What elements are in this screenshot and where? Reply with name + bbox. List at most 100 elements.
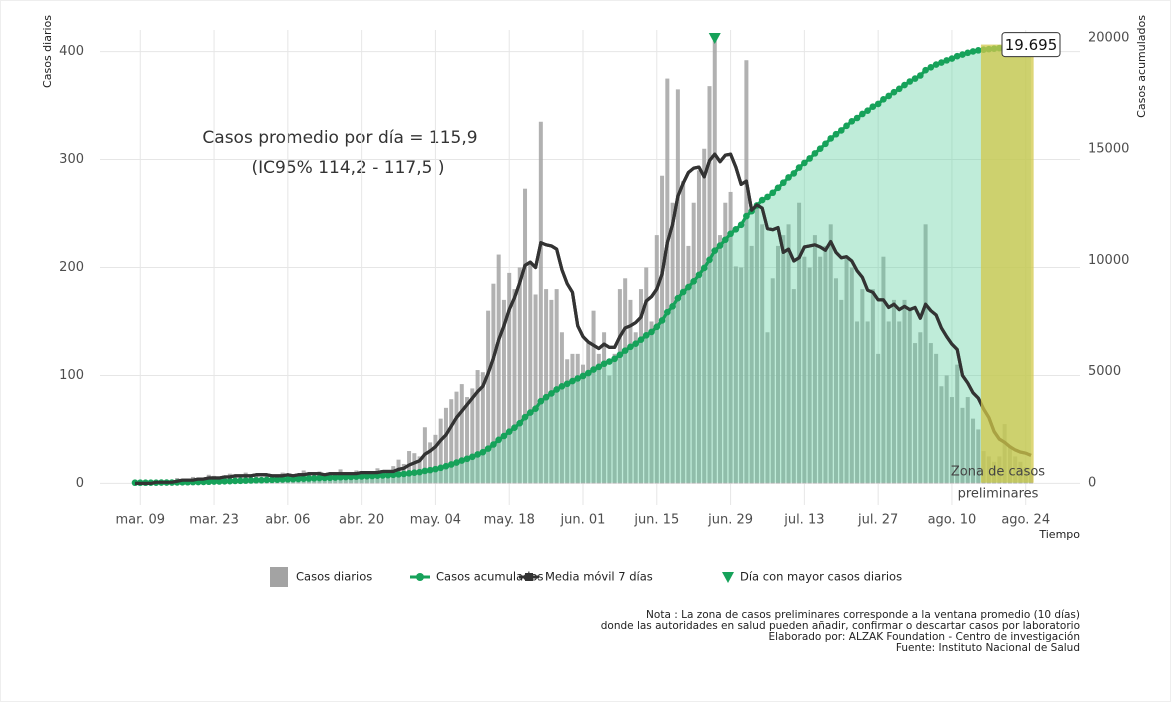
bar: [385, 473, 390, 484]
point: [600, 360, 608, 368]
point: [258, 476, 265, 484]
point: [469, 453, 476, 461]
bar: [928, 343, 933, 484]
bar: [781, 235, 786, 484]
bar: [718, 235, 723, 484]
point: [874, 100, 882, 108]
bar: [523, 188, 528, 484]
point: [490, 441, 497, 448]
y-tick-label: 100: [59, 368, 84, 383]
point: [648, 328, 655, 336]
point: [216, 478, 223, 485]
point: [953, 52, 961, 60]
peak-marker: [722, 572, 734, 583]
point: [326, 474, 334, 482]
point: [774, 184, 782, 192]
point: [927, 63, 935, 71]
bar: [812, 235, 817, 484]
point: [737, 221, 745, 229]
bar: [575, 353, 580, 484]
bar: [754, 202, 759, 484]
point: [711, 247, 719, 254]
x-tick-label: may. 18: [484, 513, 535, 528]
legend-label: Media móvil 7 días: [545, 570, 653, 584]
point: [379, 472, 387, 479]
bar: [865, 321, 870, 484]
bar: [512, 289, 517, 484]
note: Nota : La zona de casos preliminares cor…: [646, 609, 1080, 621]
bar: [528, 262, 533, 484]
point: [505, 428, 513, 435]
y2-tick-label: 15000: [1088, 142, 1129, 157]
x-tick-label: may. 04: [410, 513, 461, 528]
bar: [902, 299, 907, 484]
bar: [797, 202, 802, 484]
preliminary-zone: [980, 44, 1034, 483]
point: [526, 409, 534, 416]
point: [247, 477, 255, 484]
bar: [491, 283, 496, 484]
cumulative-area: [135, 44, 1031, 483]
point: [310, 475, 318, 482]
point: [548, 390, 555, 397]
point: [221, 478, 228, 485]
bar: [486, 310, 491, 484]
point: [289, 475, 297, 483]
bar: [907, 310, 912, 484]
bar: [791, 289, 796, 484]
point: [511, 424, 518, 431]
point: [716, 242, 724, 249]
y-tick-label: 200: [59, 260, 84, 275]
point: [732, 225, 740, 233]
y2-tick-label: 0: [1088, 475, 1096, 490]
point: [606, 358, 613, 365]
legend-swatch: [525, 573, 533, 581]
point: [959, 51, 966, 58]
point: [389, 471, 397, 479]
bar: [965, 397, 970, 484]
point: [901, 81, 908, 89]
point: [453, 459, 460, 466]
x-tick-label: abr. 06: [265, 513, 310, 528]
bar: [428, 442, 433, 484]
bar: [934, 353, 939, 484]
bar: [612, 353, 617, 484]
point: [537, 397, 545, 405]
point: [316, 474, 323, 482]
point: [268, 476, 276, 484]
point: [880, 96, 887, 103]
point: [263, 476, 271, 484]
bar: [881, 256, 886, 484]
bar: [633, 332, 638, 484]
bar: [702, 148, 707, 484]
y2-tick-label: 20000: [1088, 30, 1129, 45]
legend-swatch: [270, 567, 288, 587]
bar: [496, 254, 501, 484]
point: [764, 193, 771, 201]
point: [516, 419, 524, 427]
bar: [897, 321, 902, 484]
point: [458, 457, 466, 464]
point: [400, 470, 408, 478]
bar: [644, 267, 649, 484]
bar: [944, 375, 949, 484]
point: [500, 432, 508, 440]
note: donde las autoridades en salud pueden añ…: [601, 620, 1080, 632]
point: [906, 78, 914, 85]
bar: [860, 289, 865, 484]
bar: [507, 272, 512, 484]
bar: [765, 332, 770, 484]
bar: [449, 399, 454, 484]
bar: [649, 321, 654, 484]
point: [426, 466, 434, 474]
point: [795, 164, 803, 171]
legend-label: Día con mayor casos diarios: [740, 570, 902, 584]
y2-tick-label: 5000: [1088, 364, 1121, 379]
bar: [559, 332, 564, 484]
bar: [855, 321, 860, 484]
point: [542, 393, 550, 401]
point: [674, 294, 682, 302]
point: [790, 170, 798, 177]
